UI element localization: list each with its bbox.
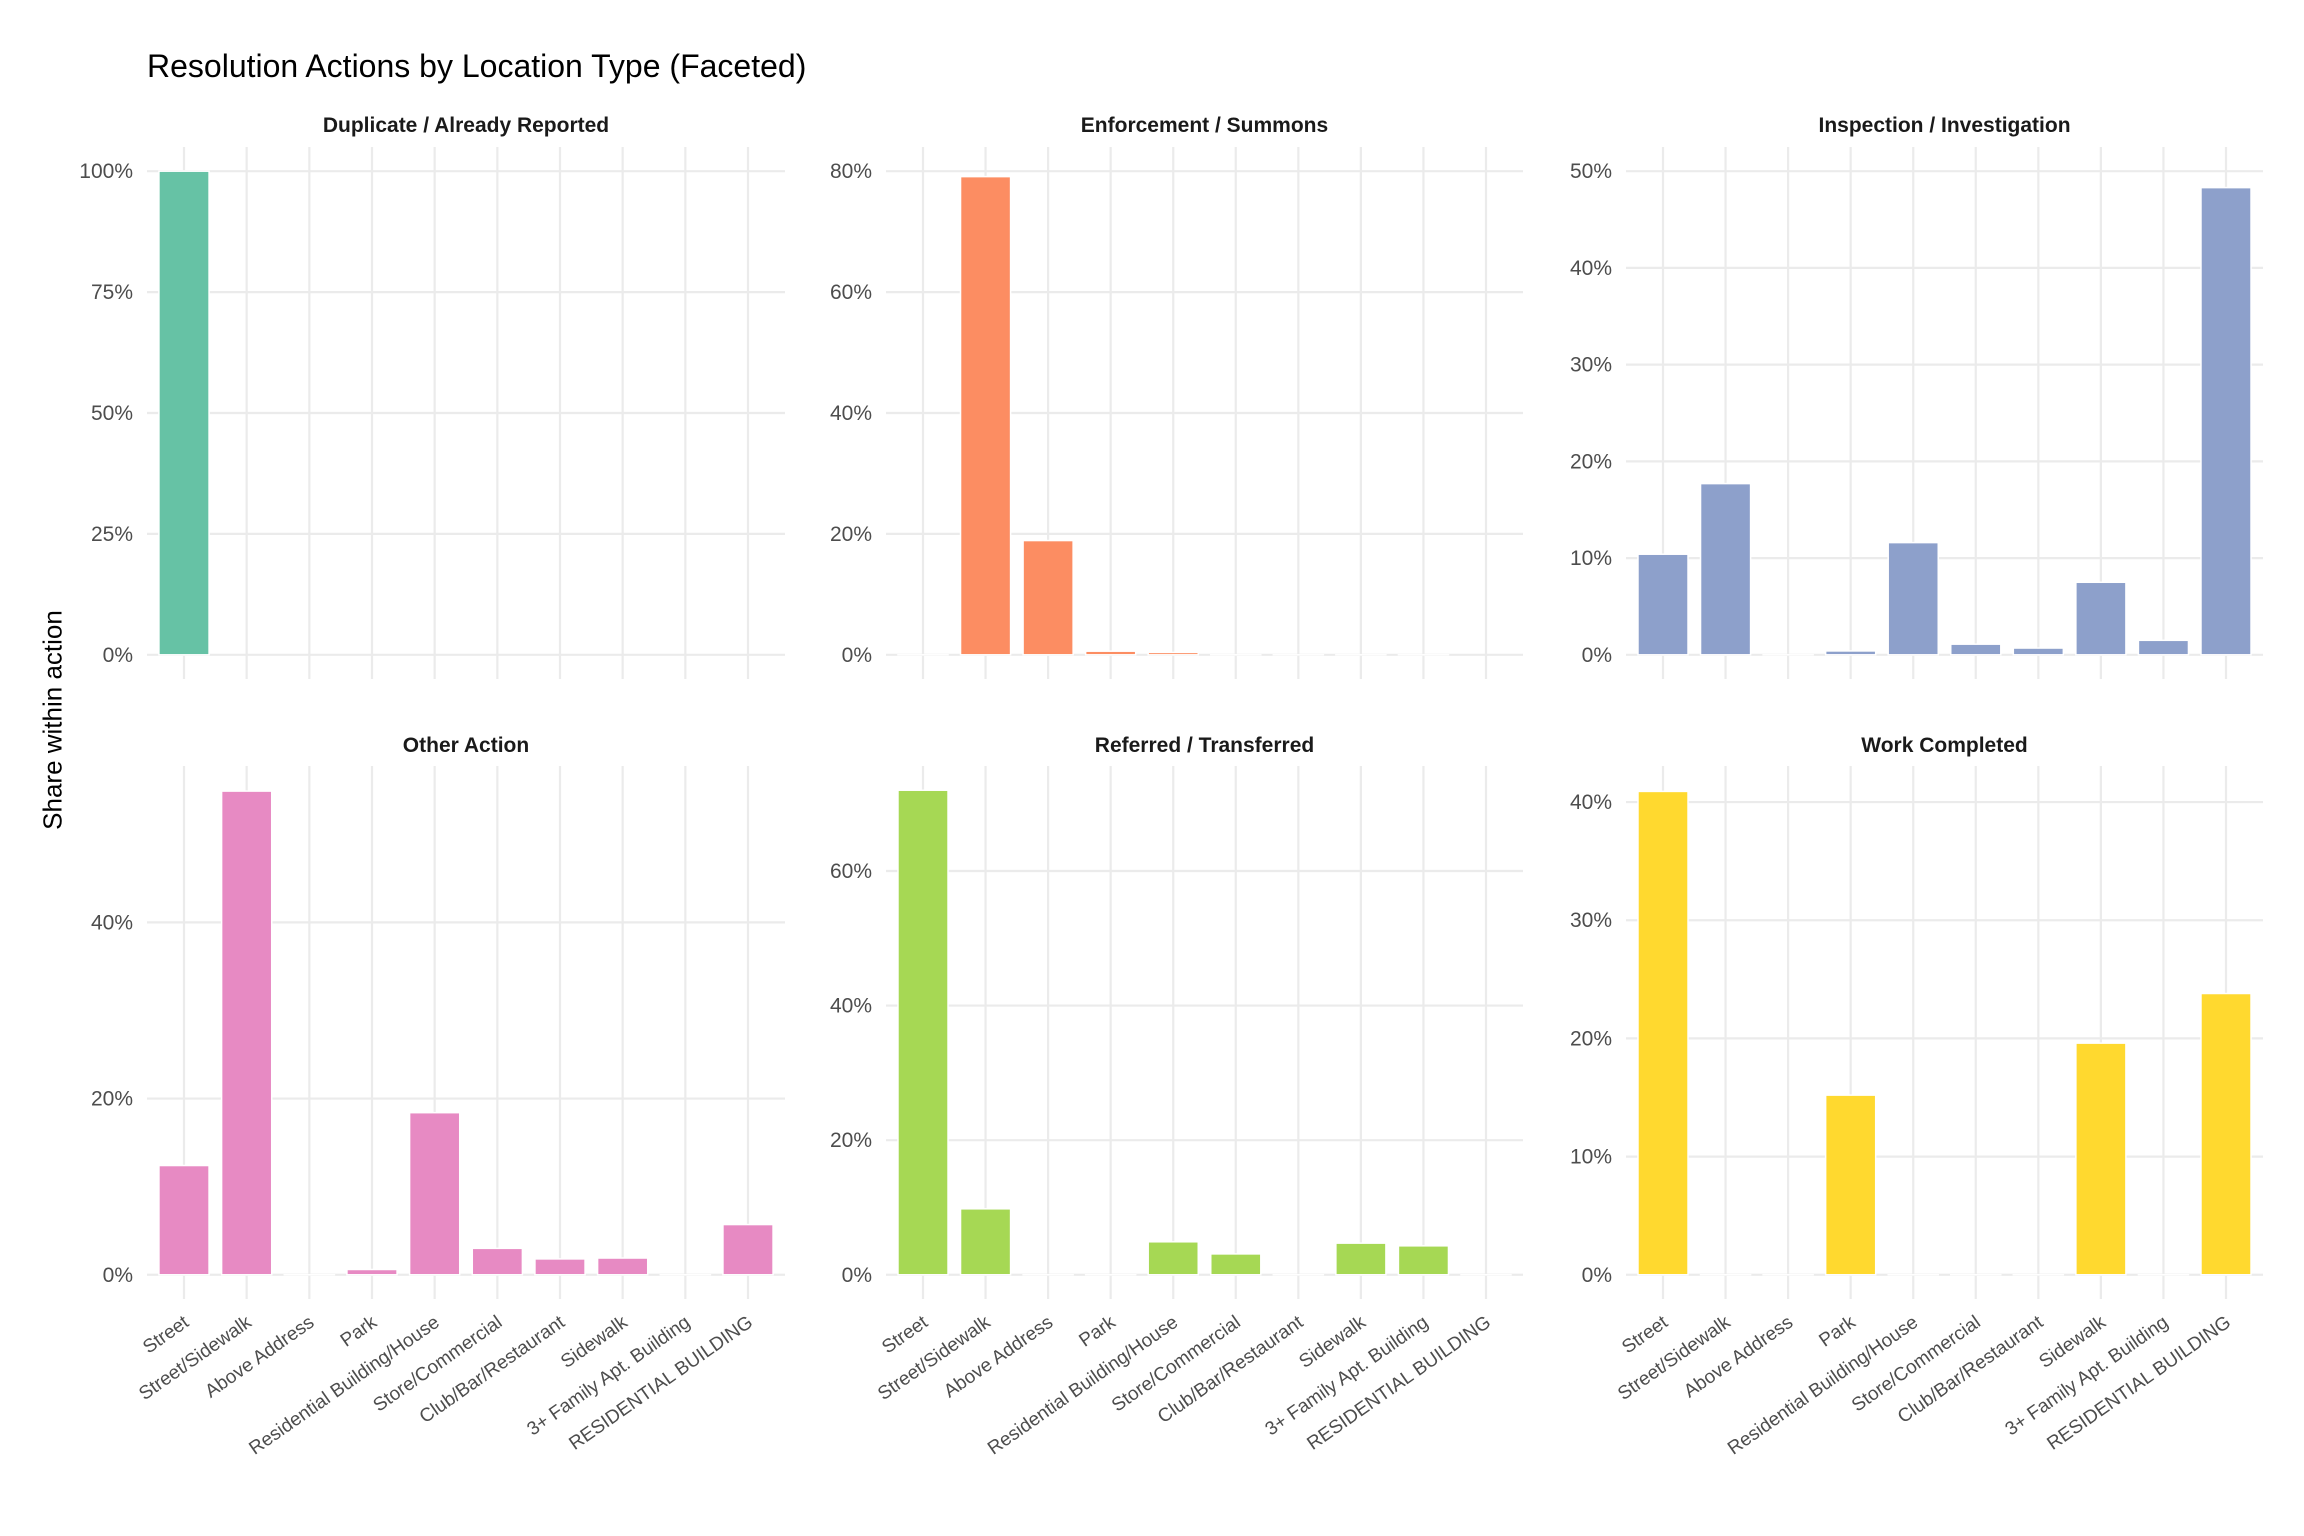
y-tick-label: 10% [1570,547,1612,570]
facet-title: Inspection / Investigation [1818,114,2070,137]
y-tick-label: 80% [830,160,872,183]
facet-title: Referred / Transferred [1095,734,1314,757]
facet-panel: Enforcement / Summons 0% 20% 40% 60% 80% [830,114,1523,679]
bar[interactable] [1637,790,1689,1276]
bar[interactable] [2075,581,2127,656]
x-tick-label: Street/Sidewalk [874,1312,995,1405]
x-tick-label: Street/Sidewalk [135,1312,256,1405]
y-tick-label: 40% [91,911,133,934]
y-tick-label: 20% [91,1088,133,1111]
x-tick-label: Above Address [940,1312,1057,1403]
y-tick-label: 75% [91,281,133,304]
bar[interactable] [346,1268,398,1276]
bar[interactable] [1699,482,1752,656]
bar[interactable] [2075,1042,2127,1276]
y-tick-label: 20% [1570,1027,1612,1050]
bar[interactable] [408,1111,461,1276]
x-tick-label: Park [337,1312,381,1352]
y-tick-label: 60% [830,281,872,304]
y-tick-label: 40% [1570,791,1612,814]
bar[interactable] [2137,639,2190,656]
x-tick-label: Park [1075,1312,1119,1352]
bar[interactable] [959,1208,1012,1276]
y-tick-label: 20% [1570,450,1612,473]
x-tick-label: Street [1618,1311,1672,1358]
facet-title: Enforcement / Summons [1081,114,1328,137]
facet-panel: Inspection / Investigation 0% 10% 20% 30% 40%… [1570,114,2263,679]
bar[interactable] [1210,1253,1262,1276]
bar[interactable] [897,789,949,1276]
x-tick-label: Above Address [201,1312,318,1403]
y-tick-label: 0% [1582,1264,1612,1287]
y-tick-label: 40% [830,402,872,425]
bar[interactable] [1824,1094,1877,1276]
bar[interactable] [220,790,273,1276]
facet-panel: Duplicate / Already Reported 0% 25% 50% 75% 1… [79,114,785,679]
bar[interactable] [1022,539,1074,656]
x-tick-label: Street/Sidewalk [1614,1312,1735,1405]
x-tick-label: Street [878,1311,932,1358]
bar[interactable] [1084,650,1137,656]
facet-title: Duplicate / Already Reported [323,114,609,137]
y-tick-label: 0% [842,644,872,667]
bar[interactable] [959,175,1012,656]
bar[interactable] [1637,553,1689,656]
y-tick-label: 100% [79,160,133,183]
x-tick-label: Above Address [1680,1312,1797,1403]
bar[interactable] [1887,541,1939,656]
y-tick-label: 20% [830,523,872,546]
y-tick-label: 30% [1570,909,1612,932]
y-tick-label: 30% [1570,354,1612,377]
bar[interactable] [1397,1245,1450,1276]
facet-panel: Referred / Transferred 0% 20% 40% 60% StreetS… [830,734,1523,1459]
facet-panel: Other Action 0% 20% 40% StreetStreet/Sidewal… [91,734,785,1459]
y-tick-label: 0% [1582,644,1612,667]
x-tick-label: Park [1815,1312,1859,1352]
y-tick-label: 60% [830,860,872,883]
y-tick-label: 0% [842,1264,872,1287]
y-tick-label: 25% [91,523,133,546]
bar[interactable] [1824,650,1877,656]
y-tick-label: 40% [830,995,872,1018]
y-tick-label: 10% [1570,1146,1612,1169]
bar[interactable] [1147,651,1199,656]
facet-title: Work Completed [1861,734,2027,757]
chart-title: Resolution Actions by Location Type (Fac… [147,48,807,84]
facet-panel: Work Completed 0% 10% 20% 30% 40% StreetStreet… [1570,734,2263,1459]
bar[interactable] [722,1223,774,1276]
bar[interactable] [471,1247,524,1276]
bar[interactable] [158,1164,210,1276]
bar[interactable] [2200,992,2252,1276]
y-tick-label: 0% [103,1264,133,1287]
y-tick-label: 50% [1570,160,1612,183]
bar[interactable] [1147,1241,1199,1276]
y-tick-label: 40% [1570,257,1612,280]
bar[interactable] [158,170,210,656]
bar[interactable] [596,1257,649,1276]
bar[interactable] [2012,647,2065,656]
x-tick-label: Street [139,1311,193,1358]
y-tick-label: 20% [830,1129,872,1152]
y-tick-label: 50% [91,402,133,425]
bar[interactable] [1335,1242,1387,1276]
bar[interactable] [534,1258,586,1276]
facet-title: Other Action [403,734,529,757]
y-tick-label: 0% [103,644,133,667]
bar[interactable] [1950,643,2002,656]
bar[interactable] [2200,186,2252,656]
